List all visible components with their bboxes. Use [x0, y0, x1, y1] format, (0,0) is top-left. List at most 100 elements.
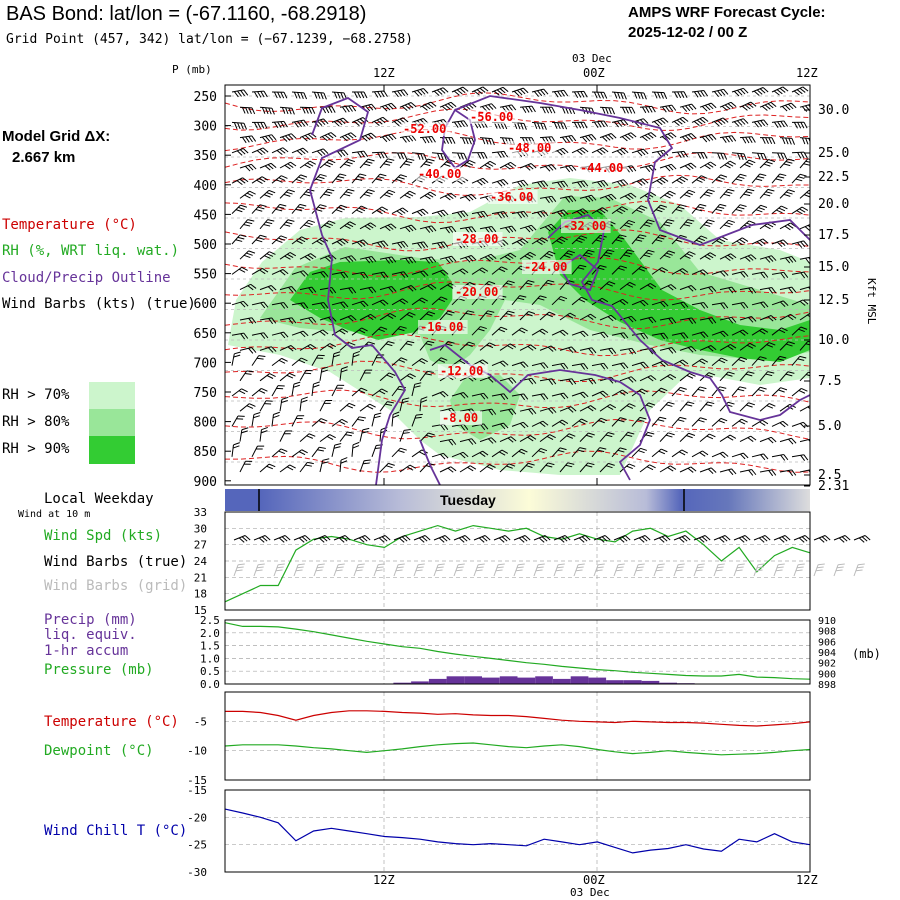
barb-feather [293, 91, 298, 99]
barb-shaft [659, 374, 671, 382]
barb-feather [435, 569, 443, 572]
barb-feather [264, 165, 271, 171]
barb-shaft [479, 310, 489, 321]
barb-feather [404, 194, 411, 199]
barb-feather [371, 286, 377, 293]
barb-feather [419, 209, 426, 216]
barb-feather [627, 249, 635, 253]
barb-feather [657, 419, 665, 422]
wind-barb [471, 86, 489, 96]
barb-shaft [371, 388, 383, 397]
wind-barb [591, 447, 607, 458]
wind-barb [619, 403, 636, 412]
barb-feather [558, 238, 566, 243]
barb-feather [293, 121, 299, 128]
barb-feather [566, 252, 573, 256]
barb-shaft [739, 469, 752, 473]
barb-shaft [271, 385, 279, 397]
barb-feather [256, 179, 263, 184]
barb-feather [659, 234, 667, 238]
wind-barb [351, 150, 369, 158]
wind-barb [491, 422, 509, 430]
barb-shaft [751, 419, 763, 427]
barb-feather [582, 330, 589, 337]
barb-feather [333, 351, 341, 355]
barb-feather [743, 87, 749, 94]
barb-feather [380, 90, 385, 98]
barb-feather [271, 108, 275, 115]
barb-shaft [391, 357, 402, 366]
barb-feather [418, 537, 425, 543]
barb-feather [608, 281, 616, 285]
barb-feather [310, 253, 317, 258]
barb-shaft [699, 317, 712, 321]
barb-feather [264, 255, 271, 259]
barb-shaft [251, 355, 260, 366]
barb-feather [787, 371, 795, 374]
barb-feather [696, 566, 704, 569]
barb-feather [616, 181, 623, 187]
barb-feather [722, 451, 729, 457]
wind-barb [359, 256, 377, 264]
wind-barb [739, 371, 755, 382]
barb-feather [395, 569, 403, 572]
wind-barb [371, 206, 389, 215]
barb-feather [683, 301, 689, 308]
wind-barb [679, 285, 697, 292]
wind-barb [271, 331, 289, 339]
barb-feather [549, 434, 556, 439]
cloud-outline-path [558, 253, 600, 292]
barb-feather [298, 238, 306, 243]
barb-feather [496, 89, 503, 95]
wind-chill-tick-label: -15 [187, 784, 207, 797]
wind-barb [493, 535, 511, 543]
barb-feather [400, 152, 405, 160]
barb-feather [768, 470, 774, 477]
barb-feather [281, 357, 288, 362]
barb-feather [304, 372, 312, 375]
barb-feather [581, 136, 588, 143]
barb-shaft [419, 432, 429, 442]
barb-feather [669, 190, 676, 195]
wind-barb [271, 175, 288, 184]
wind-barb [731, 271, 749, 278]
wind-barb [453, 535, 471, 543]
barb-feather [425, 343, 433, 346]
barb-feather [800, 241, 806, 248]
barb-feather [613, 121, 619, 128]
wind-barb [611, 91, 627, 100]
barb-shaft [599, 463, 609, 473]
barb-feather [503, 211, 509, 218]
wind-barb [479, 310, 495, 321]
barb-shaft [539, 407, 552, 412]
barb-feather [738, 420, 746, 425]
wind-barb [231, 121, 248, 130]
precip-bar [411, 681, 429, 684]
barb-feather [713, 91, 719, 97]
barb-feather [785, 257, 791, 264]
barb-feather [400, 272, 406, 278]
barb-feather [737, 388, 745, 392]
precip-bar [588, 677, 607, 684]
barb-feather [380, 152, 385, 159]
barb-feather [628, 316, 634, 323]
wind-barb [639, 132, 657, 142]
barb-feather [448, 439, 454, 446]
barb-feather [657, 92, 661, 99]
barb-feather [487, 310, 495, 313]
dewpoint-line [224, 742, 811, 756]
barb-feather [711, 317, 717, 324]
barb-feather [771, 137, 776, 145]
barb-feather [695, 239, 703, 244]
barb-feather [777, 121, 782, 128]
wind-barb [779, 437, 797, 445]
barb-feather [268, 463, 276, 468]
wind-barb [619, 106, 636, 114]
barb-feather [797, 242, 803, 248]
wind-barb [279, 219, 295, 230]
wind-barb [399, 158, 415, 169]
barb-feather [243, 224, 251, 227]
barb-feather [616, 150, 623, 156]
barb-feather [622, 298, 629, 304]
barb-feather [643, 361, 649, 368]
